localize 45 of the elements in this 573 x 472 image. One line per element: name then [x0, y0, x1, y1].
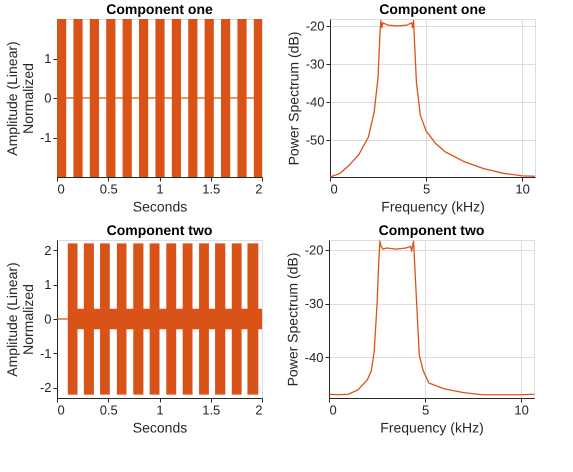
chart-title: Component one: [379, 1, 486, 17]
y-tick-label: 0: [44, 90, 52, 106]
x-tick-label: 0.5: [100, 402, 118, 418]
chart-title: Component one: [106, 1, 213, 17]
x-axis-title: Frequency (kHz): [380, 420, 484, 436]
chart-title: Component two: [378, 222, 484, 238]
x-tick-label: 2: [255, 402, 262, 418]
x-tick-label: 1: [156, 182, 164, 196]
x-tick-label: 2: [255, 182, 262, 196]
y-tick-label: -40: [304, 350, 324, 365]
x-tick-label: 5: [422, 182, 430, 196]
x-tick-label: 0.5: [100, 182, 118, 196]
y-tick-label: -40: [306, 94, 324, 110]
y-tick-label: -1: [40, 346, 52, 361]
y-tick-label: -30: [306, 56, 324, 72]
x-tick-label: 10: [514, 402, 529, 418]
x-tick-label: 1: [156, 402, 164, 418]
x-tick-label: 0: [58, 402, 65, 418]
y-tick-label: 1: [44, 51, 52, 66]
y-axis-title: Power Spectrum (dB): [284, 252, 301, 386]
y-tick-label: -2: [40, 380, 52, 396]
x-tick-label: 5: [422, 402, 430, 418]
y-tick-label: -20: [306, 18, 324, 34]
x-tick-label: 0: [330, 402, 337, 418]
y-tick-label: 0: [44, 312, 52, 326]
y-tick-label: -1: [40, 130, 52, 145]
y-axis-title: Amplitude (Linear) Normalized: [4, 41, 36, 156]
y-axis-title: Amplitude (Linear) Normalized: [4, 262, 36, 377]
chart-title: Component two: [106, 222, 212, 238]
y-tick-label: 1: [44, 277, 52, 292]
y-tick-label: 2: [44, 242, 52, 258]
x-tick-label: 10: [515, 182, 530, 196]
line-series: [328, 240, 535, 396]
line-series: [329, 20, 536, 178]
x-axis-title: Seconds: [132, 420, 188, 436]
x-tick-label: 1.5: [202, 182, 220, 196]
x-axis-title: Frequency (kHz): [381, 198, 485, 214]
y-axis-title: Power Spectrum (dB): [286, 32, 302, 166]
x-tick-label: 1.5: [202, 402, 220, 418]
x-tick-label: 0: [58, 182, 65, 196]
x-tick-label: 0: [330, 182, 338, 196]
x-axis-title: Seconds: [132, 198, 188, 214]
y-tick-label: -30: [304, 296, 324, 312]
y-tick-label: -20: [304, 242, 324, 258]
y-tick-label: -50: [306, 132, 324, 148]
